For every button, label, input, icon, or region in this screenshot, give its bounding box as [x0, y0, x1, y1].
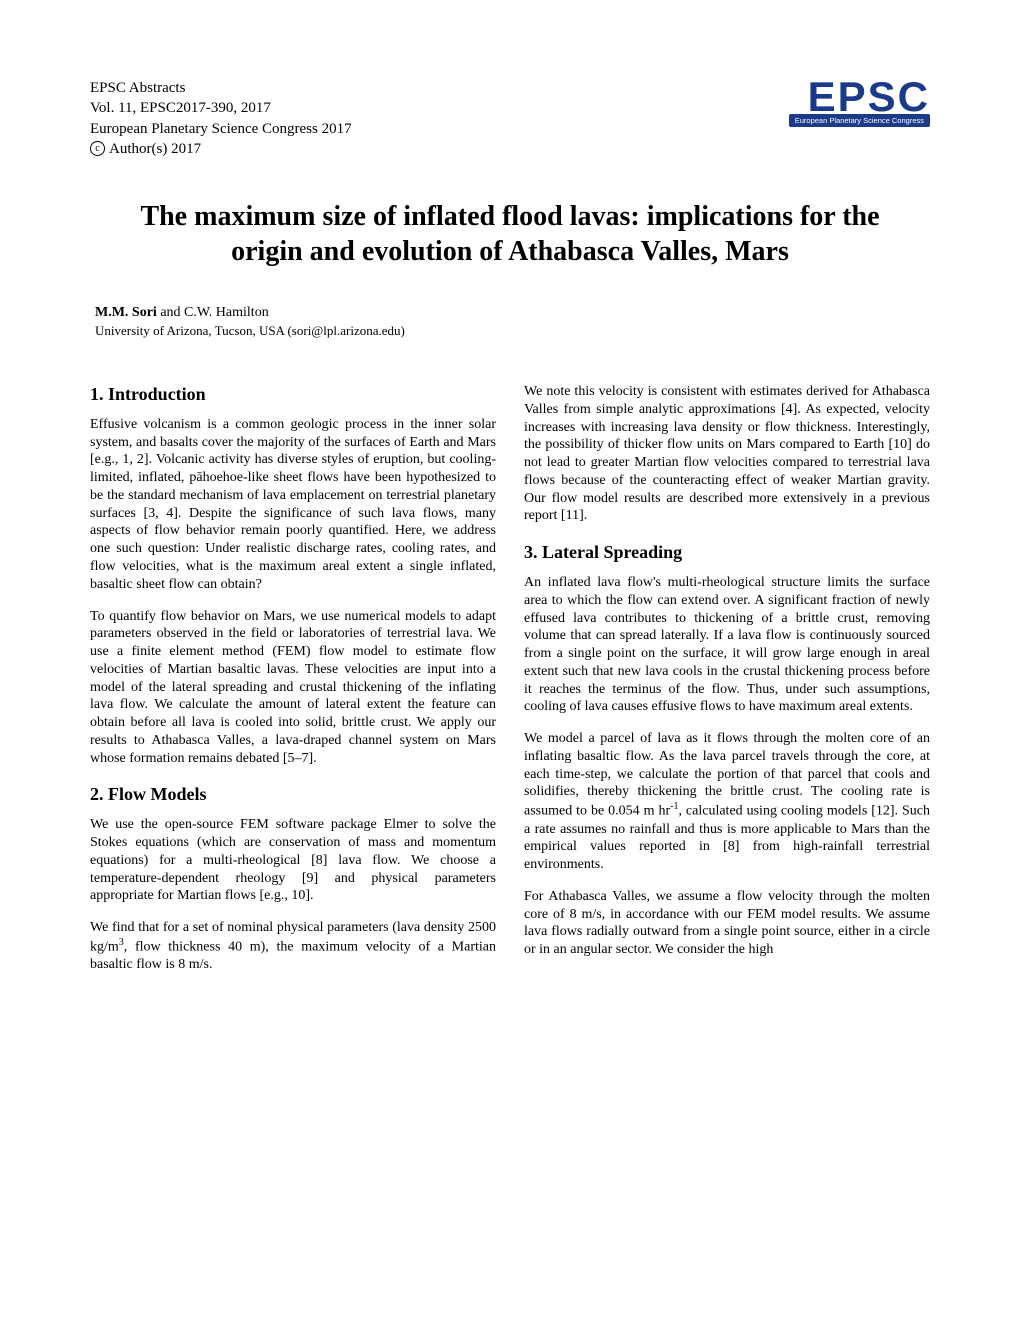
- section-lateral-head: 3. Lateral Spreading: [524, 541, 930, 564]
- copyright-text: Author(s) 2017: [109, 139, 201, 159]
- lateral-para-1: An inflated lava flow's multi-rheologica…: [524, 574, 930, 716]
- section-intro-head: 1. Introduction: [90, 383, 496, 406]
- author-rest: and C.W. Hamilton: [157, 305, 269, 320]
- flow-para-2: We find that for a set of nominal physic…: [90, 919, 496, 974]
- flow-p2-b: , flow thickness 40 m), the maximum velo…: [90, 940, 496, 973]
- lateral-para-3: For Athabasca Valles, we assume a flow v…: [524, 888, 930, 959]
- two-column-body: 1. Introduction Effusive volcanism is a …: [90, 383, 930, 988]
- intro-para-1: Effusive volcanism is a common geologic …: [90, 416, 496, 594]
- flow-para-1: We use the open-source FEM software pack…: [90, 816, 496, 905]
- paper-title: The maximum size of inflated flood lavas…: [130, 199, 890, 269]
- logo-box: EPSC European Planetary Science Congress: [789, 78, 930, 127]
- congress-line: European Planetary Science Congress 2017: [90, 119, 352, 139]
- page-container: EPSC Abstracts Vol. 11, EPSC2017-390, 20…: [0, 0, 1020, 1048]
- author-primary: M.M. Sori: [95, 305, 157, 320]
- copyright-line: c Author(s) 2017: [90, 139, 352, 159]
- header-meta: EPSC Abstracts Vol. 11, EPSC2017-390, 20…: [90, 78, 352, 159]
- col2-para-1: We note this velocity is consistent with…: [524, 383, 930, 525]
- header-row: EPSC Abstracts Vol. 11, EPSC2017-390, 20…: [90, 78, 930, 159]
- volume-line: Vol. 11, EPSC2017-390, 2017: [90, 98, 352, 118]
- lateral-para-2: We model a parcel of lava as it flows th…: [524, 730, 930, 874]
- logo-subtitle: European Planetary Science Congress: [789, 114, 930, 127]
- column-right: We note this velocity is consistent with…: [524, 383, 930, 988]
- abstracts-line: EPSC Abstracts: [90, 78, 352, 98]
- copyright-icon: c: [90, 141, 105, 156]
- intro-para-2: To quantify flow behavior on Mars, we us…: [90, 608, 496, 768]
- authors-line: M.M. Sori and C.W. Hamilton: [95, 305, 930, 321]
- logo-text: EPSC: [789, 78, 930, 116]
- epsc-logo: EPSC European Planetary Science Congress: [789, 78, 930, 128]
- affiliation-line: University of Arizona, Tucson, USA (sori…: [95, 323, 930, 339]
- section-flow-head: 2. Flow Models: [90, 783, 496, 806]
- column-left: 1. Introduction Effusive volcanism is a …: [90, 383, 496, 988]
